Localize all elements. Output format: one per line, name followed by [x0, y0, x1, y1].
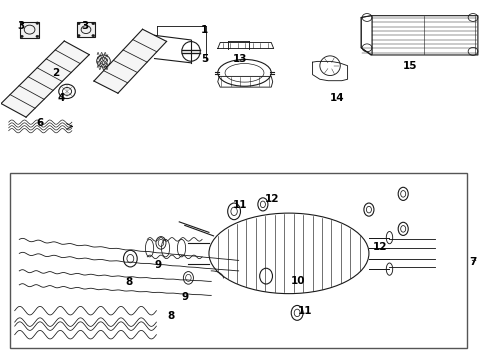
- Text: 5: 5: [201, 54, 208, 64]
- Ellipse shape: [77, 22, 80, 25]
- Text: 14: 14: [329, 93, 344, 103]
- Text: 9: 9: [181, 292, 188, 302]
- FancyBboxPatch shape: [20, 22, 39, 38]
- Text: 3: 3: [81, 21, 88, 31]
- Text: 9: 9: [154, 260, 161, 270]
- Ellipse shape: [92, 22, 95, 25]
- Text: 1: 1: [201, 25, 208, 35]
- Text: 2: 2: [52, 68, 60, 78]
- Polygon shape: [94, 29, 166, 93]
- Text: 8: 8: [166, 311, 174, 321]
- Text: 8: 8: [125, 277, 133, 287]
- Ellipse shape: [20, 35, 23, 38]
- Ellipse shape: [36, 22, 39, 24]
- Text: 12: 12: [264, 194, 279, 203]
- Text: 7: 7: [468, 257, 476, 267]
- Text: 6: 6: [37, 118, 44, 128]
- Bar: [10, 173, 466, 348]
- Ellipse shape: [77, 35, 80, 37]
- Text: 4: 4: [57, 93, 64, 103]
- Text: 13: 13: [232, 54, 246, 64]
- Text: 12: 12: [372, 242, 386, 252]
- Text: 11: 11: [232, 200, 246, 210]
- Text: 3: 3: [17, 21, 24, 31]
- FancyBboxPatch shape: [77, 22, 95, 37]
- Ellipse shape: [92, 35, 95, 37]
- Polygon shape: [1, 41, 89, 117]
- Text: 15: 15: [402, 61, 416, 71]
- Ellipse shape: [36, 35, 39, 38]
- Text: 11: 11: [297, 306, 312, 316]
- Ellipse shape: [20, 22, 23, 24]
- Text: 10: 10: [290, 276, 305, 286]
